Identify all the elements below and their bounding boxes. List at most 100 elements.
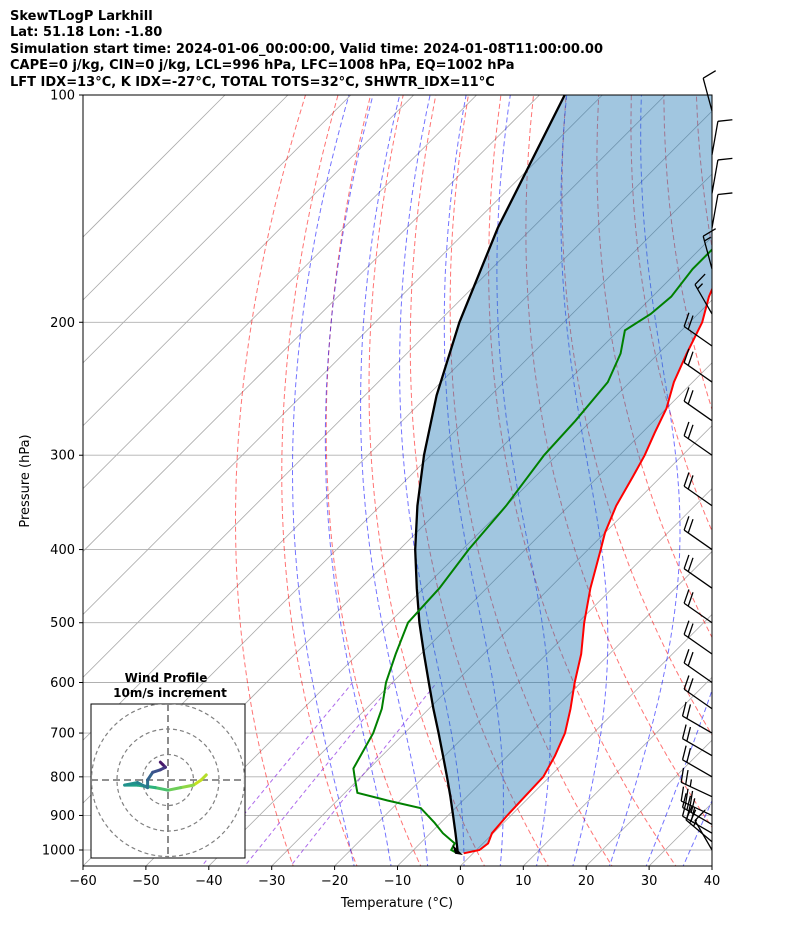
wind-barb-flag [683, 675, 690, 690]
isotherm-gridline [334, 488, 712, 866]
isotherm-gridline [523, 676, 712, 866]
hodograph-trace-segment [179, 783, 195, 790]
hodograph-subtitle: 10m/s increment [113, 686, 227, 700]
chart-title: SkewTLogP Larkhill [10, 9, 153, 24]
wind-barb [681, 701, 713, 734]
cin-shaded-area [415, 95, 712, 854]
wind-barb [683, 387, 713, 422]
wind-barb-shaft [683, 633, 713, 655]
x-tick-label: −10 [384, 874, 411, 889]
x-tick-label: 30 [641, 874, 658, 889]
wind-barb-flag [687, 518, 694, 534]
hodograph-plot [91, 704, 245, 858]
parcel-start-marker [452, 844, 463, 856]
wind-barb-flag [681, 793, 687, 808]
wind-barb [711, 157, 733, 194]
wind-barb-shaft [682, 815, 713, 834]
y-tick-label: 200 [50, 316, 75, 331]
wind-barb-flag [687, 651, 694, 667]
hodograph-trace-segment [123, 781, 139, 787]
wind-barb [683, 348, 713, 383]
isotherm-gridline [83, 95, 540, 553]
wind-barb-flag [686, 726, 692, 742]
x-tick-label: 10 [515, 874, 532, 889]
dry-adiabat [630, 95, 712, 533]
wind-barb-shaft [711, 121, 719, 155]
location-line: Lat: 51.18 Lon: -1.80 [10, 25, 163, 41]
dry-adiabat [325, 95, 422, 866]
x-tick-label: 40 [704, 874, 721, 889]
wind-barb-flag [702, 228, 717, 237]
wind-barb-flag [717, 192, 733, 196]
y-tick-label: 100 [50, 89, 75, 104]
wind-barb-flag [702, 70, 717, 79]
mixing-ratio-line [244, 682, 394, 866]
wind-barb-shaft [683, 662, 713, 684]
wind-barb-half-flag [697, 283, 704, 290]
moist-adiabat [292, 95, 355, 866]
isotherm-gridline [83, 95, 352, 364]
x-tick-label: −20 [321, 874, 348, 889]
wind-barb-shaft [685, 819, 713, 843]
wind-barb-shaft [702, 235, 713, 270]
y-axis-label: Pressure (hPa) [18, 434, 33, 527]
isotherm-gridline [83, 95, 603, 615]
wind-barb-shaft [683, 568, 713, 589]
dry-adiabat [281, 95, 358, 866]
wind-barb-shaft [711, 194, 719, 229]
wind-barb-flag [685, 769, 689, 785]
isotherm-gridline [83, 95, 477, 490]
isotherm-gridline [83, 110, 712, 741]
wind-barb-shaft [683, 602, 713, 624]
skewt-axes: Temperature (°C) Pressure (hPa) −60 −50 −4… [18, 89, 720, 912]
x-tick-label: 0 [456, 874, 464, 889]
wind-barb [711, 119, 733, 155]
isotherm-gridline [83, 95, 226, 238]
wind-barb [681, 724, 713, 757]
isotherm-gridline [208, 362, 712, 866]
moist-adiabat [560, 95, 609, 866]
wind-barb [711, 192, 733, 229]
temperature-profile-line [463, 287, 712, 855]
hodograph-trace-segment [135, 781, 150, 790]
wind-barb-flag [685, 788, 689, 804]
moist-adiabat [360, 95, 429, 866]
wind-barb-flag [687, 390, 694, 405]
hodograph-inset: Wind Profile 10m/s increment [90, 671, 246, 859]
y-tick-label: 900 [50, 809, 75, 824]
cape-line: CAPE=0 j/kg, CIN=0 j/kg, LCL=996 hPa, LF… [10, 58, 515, 74]
wind-barb-flag [689, 790, 694, 806]
wind-barb-flag [683, 589, 690, 604]
mixing-ratio-line [289, 682, 438, 866]
wind-barb-half-flag [704, 236, 712, 242]
hodograph-trace-segment [158, 760, 165, 767]
wind-barb-flag [683, 421, 690, 436]
moist-adiabat [324, 95, 392, 866]
wind-barb-flag [683, 649, 690, 664]
wind-barb [683, 312, 713, 347]
wind-barb [702, 228, 717, 270]
dewpoint-profile-line [352, 248, 712, 855]
wind-barb-flag [687, 623, 694, 638]
dry-adiabat [449, 95, 613, 866]
y-tick-label: 500 [50, 616, 75, 631]
time-line: Simulation start time: 2024-01-06_00:00:… [10, 41, 603, 57]
wind-barb-shaft [683, 688, 713, 710]
wind-barb-shaft [711, 159, 719, 194]
wind-barb-flag [683, 387, 690, 402]
wind-barb-flag [686, 704, 692, 719]
wind-barb [681, 745, 713, 778]
wind-barb-flag [681, 745, 687, 760]
y-tick-label: 800 [50, 770, 75, 785]
wind-barb-shaft [683, 485, 713, 507]
y-tick-label: 300 [50, 449, 75, 464]
wind-barb [683, 516, 713, 551]
wind-barb-shaft [702, 77, 713, 112]
dry-adiabat [729, 95, 794, 869]
isotherm-gridline [711, 865, 712, 866]
wind-barb-flag [687, 351, 694, 366]
isotherm-gridline [271, 425, 712, 866]
y-tick-label: 400 [50, 543, 75, 558]
isotherm-gridline [83, 95, 414, 427]
wind-barb-flag [687, 475, 694, 490]
